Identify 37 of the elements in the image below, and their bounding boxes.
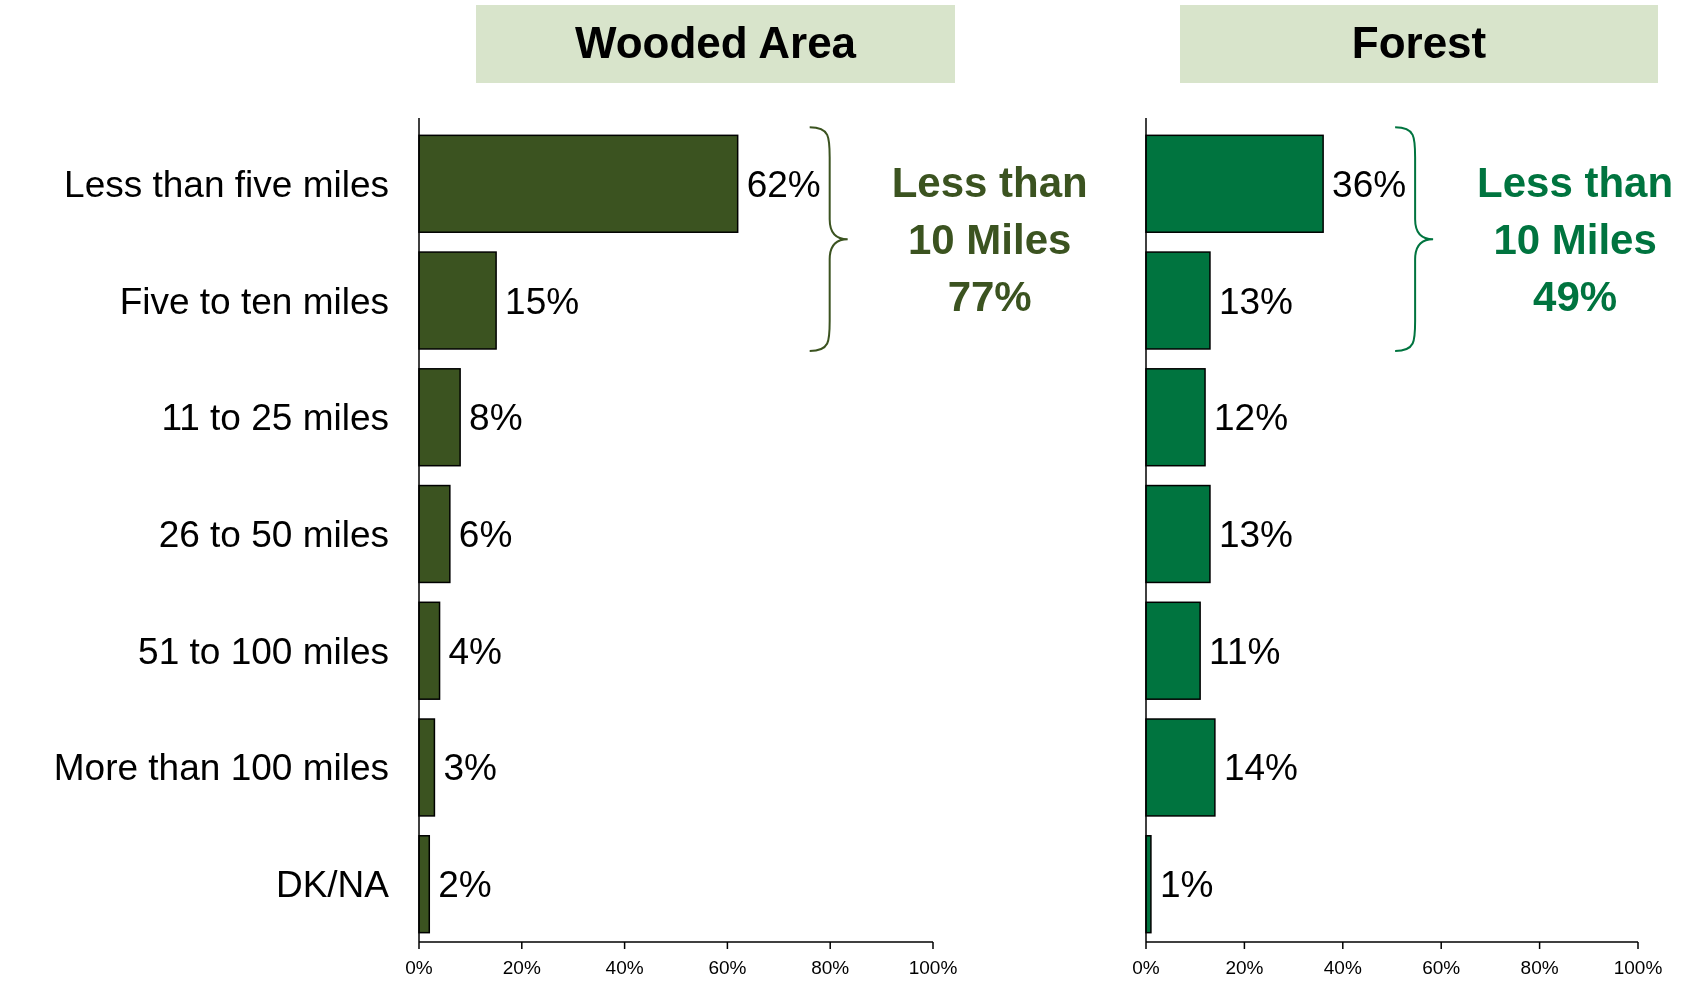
x-tick-label: 20% <box>1225 957 1264 978</box>
data-label: 11% <box>1209 630 1281 672</box>
data-label: 8% <box>469 397 523 439</box>
x-tick-label: 80% <box>811 957 850 978</box>
x-tick-label: 0% <box>1132 957 1160 978</box>
y-tick-label: Less than five miles <box>64 163 389 205</box>
data-label: 12% <box>1214 397 1289 439</box>
data-label: 14% <box>1223 747 1298 789</box>
x-tick-label: 100% <box>1613 957 1663 978</box>
y-tick-label: DK/NA <box>275 864 390 906</box>
x-tick-label: 100% <box>908 957 958 978</box>
x-tick-label: 80% <box>1520 957 1559 978</box>
x-tick-label: 20% <box>502 957 541 978</box>
chart-title: Wooded Area <box>574 18 857 67</box>
data-label: 6% <box>458 514 513 555</box>
data-label: 13% <box>1218 514 1294 555</box>
x-tick-label: 40% <box>1323 957 1362 978</box>
x-tick-label: 0% <box>405 957 433 978</box>
data-label: 2% <box>438 864 492 906</box>
x-tick-label: 40% <box>605 957 644 978</box>
data-label: 4% <box>448 630 503 672</box>
data-label: 62% <box>746 163 821 205</box>
x-tick-label: 60% <box>708 957 747 978</box>
y-tick-label: 11 to 25 miles <box>161 397 389 439</box>
y-tick-label: 26 to 50 miles <box>158 514 389 555</box>
data-label: 36% <box>1332 163 1407 205</box>
y-tick-label: Five to ten miles <box>119 280 389 322</box>
chart-title: Forest <box>1351 18 1487 67</box>
data-label: 13% <box>1218 280 1294 322</box>
data-label: 15% <box>505 280 580 322</box>
x-tick-label: 60% <box>1422 957 1461 978</box>
data-label: 1% <box>1159 864 1214 906</box>
data-label: 3% <box>443 747 497 789</box>
annotation: Less than 10 Miles 49% <box>1477 159 1674 321</box>
annotation: Less than 10 Miles 77% <box>891 159 1088 321</box>
y-tick-label: More than 100 miles <box>53 747 389 789</box>
y-tick-label: 51 to 100 miles <box>138 630 389 672</box>
